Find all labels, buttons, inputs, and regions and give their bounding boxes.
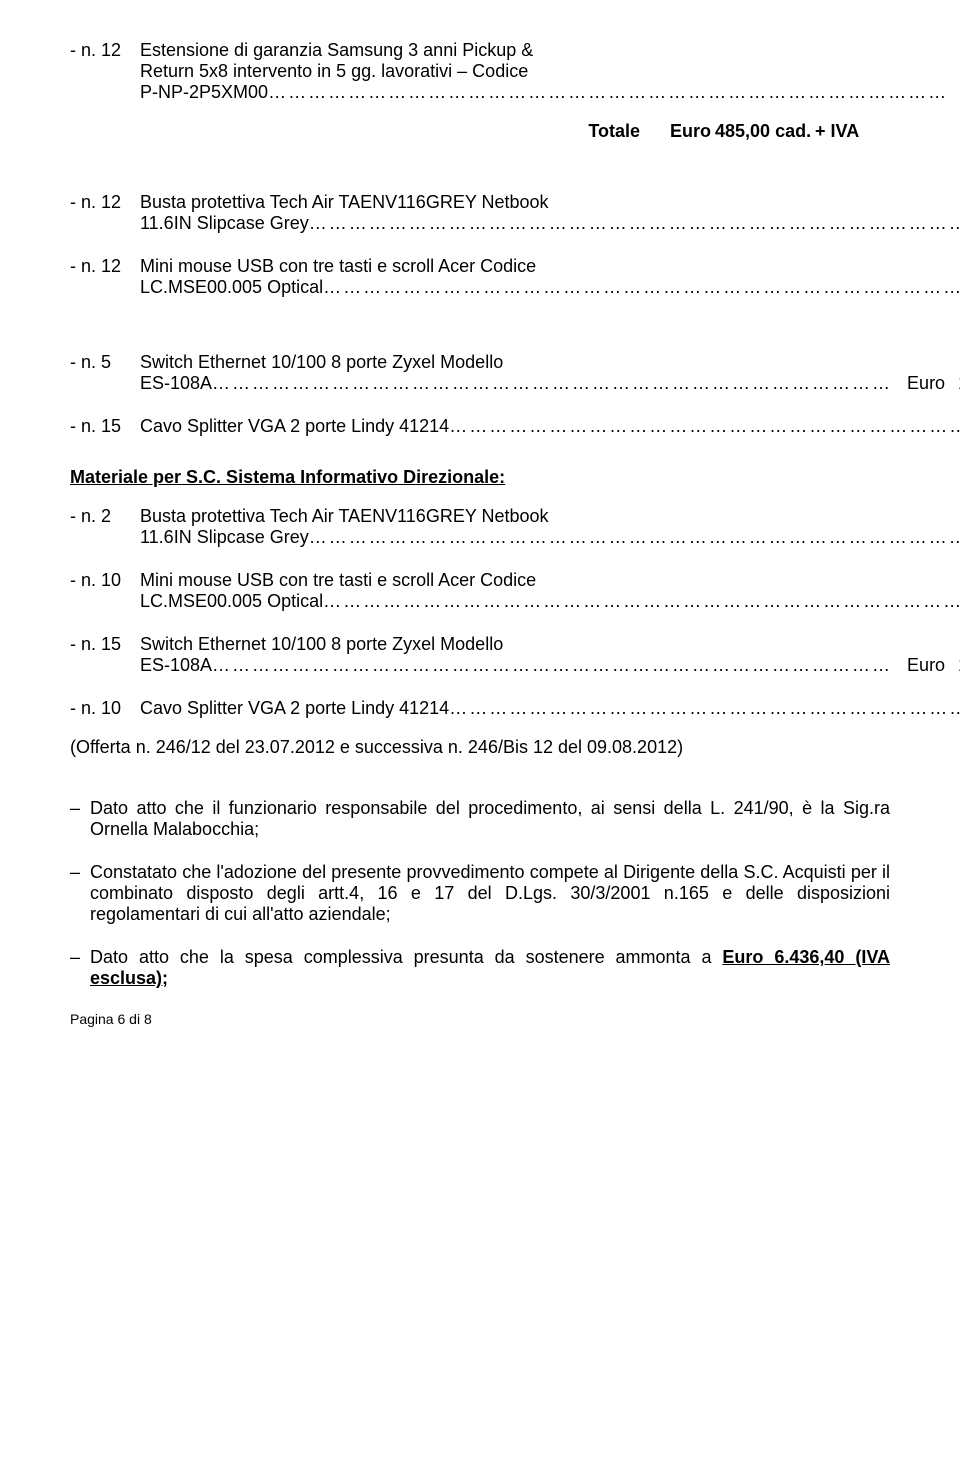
- line-item: - n. 15Cavo Splitter VGA 2 porte Lindy 4…: [70, 416, 890, 437]
- leader-dots: …………………………………………………………………………………………: [323, 591, 960, 612]
- line-item: - n. 12Busta protettiva Tech Air TAENV11…: [70, 192, 890, 234]
- desc-lastline: 11.6IN Slipcase Grey ……………………………………………………: [140, 527, 960, 548]
- bullet-dash: –: [70, 947, 90, 989]
- bullet-text: Dato atto che il funzionario responsabil…: [90, 798, 890, 840]
- items-group-2: - n. 12Busta protettiva Tech Air TAENV11…: [70, 192, 890, 298]
- item-number: - n. 5: [70, 352, 140, 373]
- item-number: - n. 2: [70, 506, 140, 527]
- totale-label: Totale: [70, 121, 655, 142]
- page-footer: Pagina 6 di 8: [70, 1011, 890, 1027]
- offerta-note: (Offerta n. 246/12 del 23.07.2012 e succ…: [70, 737, 890, 758]
- item-price: Euro13,00 cad. + IVA: [892, 373, 960, 394]
- desc-lastline: Cavo Splitter VGA 2 porte Lindy 41214 ………: [140, 416, 960, 437]
- line-item: - n. 10Mini mouse USB con tre tasti e sc…: [70, 570, 890, 612]
- leader-dots: …………………………………………………………………………………………: [449, 698, 960, 719]
- item-description: Mini mouse USB con tre tasti e scroll Ac…: [140, 256, 960, 298]
- spacer: [70, 302, 890, 352]
- line-item: - n. 12Estensione di garanzia Samsung 3 …: [70, 40, 890, 103]
- line-item: - n. 10Cavo Splitter VGA 2 porte Lindy 4…: [70, 698, 890, 719]
- item-number: - n. 10: [70, 570, 140, 591]
- bullet-dash: –: [70, 862, 90, 925]
- item-description: Busta protettiva Tech Air TAENV116GREY N…: [140, 506, 960, 548]
- item-description: Switch Ethernet 10/100 8 porte Zyxel Mod…: [140, 352, 892, 394]
- totale-price: Euro 485,00 cad. + IVA: [655, 121, 890, 142]
- bullet-text: Constatato che l'adozione del presente p…: [90, 862, 890, 925]
- desc-line: Return 5x8 intervento in 5 gg. lavorativ…: [140, 61, 948, 82]
- item-description: Busta protettiva Tech Air TAENV116GREY N…: [140, 192, 960, 234]
- line-item: - n. 12Mini mouse USB con tre tasti e sc…: [70, 256, 890, 298]
- desc-line: Busta protettiva Tech Air TAENV116GREY N…: [140, 506, 960, 527]
- totale-row: Totale Euro 485,00 cad. + IVA: [70, 121, 890, 142]
- line-item: - n. 2Busta protettiva Tech Air TAENV116…: [70, 506, 890, 548]
- desc-lastline: ES-108A ………………………………………………………………………………………: [140, 655, 892, 676]
- desc-line: Switch Ethernet 10/100 8 porte Zyxel Mod…: [140, 634, 892, 655]
- item-description: Cavo Splitter VGA 2 porte Lindy 41214 ………: [140, 698, 960, 719]
- leader-dots: …………………………………………………………………………………………: [323, 277, 960, 298]
- items-group-4: - n. 2Busta protettiva Tech Air TAENV116…: [70, 506, 890, 719]
- bullets: –Dato atto che il funzionario responsabi…: [70, 798, 890, 989]
- desc-line: Mini mouse USB con tre tasti e scroll Ac…: [140, 256, 960, 277]
- item-description: Estensione di garanzia Samsung 3 anni Pi…: [140, 40, 948, 103]
- bullet-text: Dato atto che la spesa complessiva presu…: [90, 947, 890, 989]
- leader-dots: …………………………………………………………………………………………: [212, 373, 892, 394]
- page: - n. 12Estensione di garanzia Samsung 3 …: [0, 0, 960, 1047]
- leader-dots: …………………………………………………………………………………………: [212, 655, 892, 676]
- item-price: Euro13,00 cad. + IVA: [892, 655, 960, 676]
- item-description: Mini mouse USB con tre tasti e scroll Ac…: [140, 570, 960, 612]
- leader-dots: …………………………………………………………………………………………: [309, 527, 960, 548]
- items-group-3: - n. 5Switch Ethernet 10/100 8 porte Zyx…: [70, 352, 890, 437]
- desc-lastline: Cavo Splitter VGA 2 porte Lindy 41214 ………: [140, 698, 960, 719]
- item-description: Cavo Splitter VGA 2 porte Lindy 41214 ………: [140, 416, 960, 437]
- item-number: - n. 15: [70, 634, 140, 655]
- item-number: - n. 10: [70, 698, 140, 719]
- item-number: - n. 12: [70, 256, 140, 277]
- leader-dots: …………………………………………………………………………………………: [309, 213, 960, 234]
- item-price: Euro68,00 cad. + IVA: [948, 82, 960, 103]
- leader-dots: …………………………………………………………………………………………: [268, 82, 948, 103]
- desc-line: Mini mouse USB con tre tasti e scroll Ac…: [140, 570, 960, 591]
- desc-line: Estensione di garanzia Samsung 3 anni Pi…: [140, 40, 948, 61]
- desc-lastline: 11.6IN Slipcase Grey ……………………………………………………: [140, 213, 960, 234]
- desc-line: Busta protettiva Tech Air TAENV116GREY N…: [140, 192, 960, 213]
- bullet-dash: –: [70, 798, 90, 840]
- bullet-item: –Constatato che l'adozione del presente …: [70, 862, 890, 925]
- desc-line: Switch Ethernet 10/100 8 porte Zyxel Mod…: [140, 352, 892, 373]
- line-item: - n. 5Switch Ethernet 10/100 8 porte Zyx…: [70, 352, 890, 394]
- desc-lastline: LC.MSE00.005 Optical ……………………………………………………: [140, 591, 960, 612]
- desc-lastline: LC.MSE00.005 Optical ……………………………………………………: [140, 277, 960, 298]
- section-heading: Materiale per S.C. Sistema Informativo D…: [70, 467, 890, 488]
- desc-lastline: P-NP-2P5XM00 …………………………………………………………………………: [140, 82, 948, 103]
- item-number: - n. 12: [70, 40, 140, 61]
- item-number: - n. 12: [70, 192, 140, 213]
- bullet-item: –Dato atto che il funzionario responsabi…: [70, 798, 890, 840]
- items-group-1: - n. 12Estensione di garanzia Samsung 3 …: [70, 40, 890, 103]
- desc-lastline: ES-108A ………………………………………………………………………………………: [140, 373, 892, 394]
- item-number: - n. 15: [70, 416, 140, 437]
- leader-dots: …………………………………………………………………………………………: [449, 416, 960, 437]
- item-description: Switch Ethernet 10/100 8 porte Zyxel Mod…: [140, 634, 892, 676]
- line-item: - n. 15Switch Ethernet 10/100 8 porte Zy…: [70, 634, 890, 676]
- bullet-item: –Dato atto che la spesa complessiva pres…: [70, 947, 890, 989]
